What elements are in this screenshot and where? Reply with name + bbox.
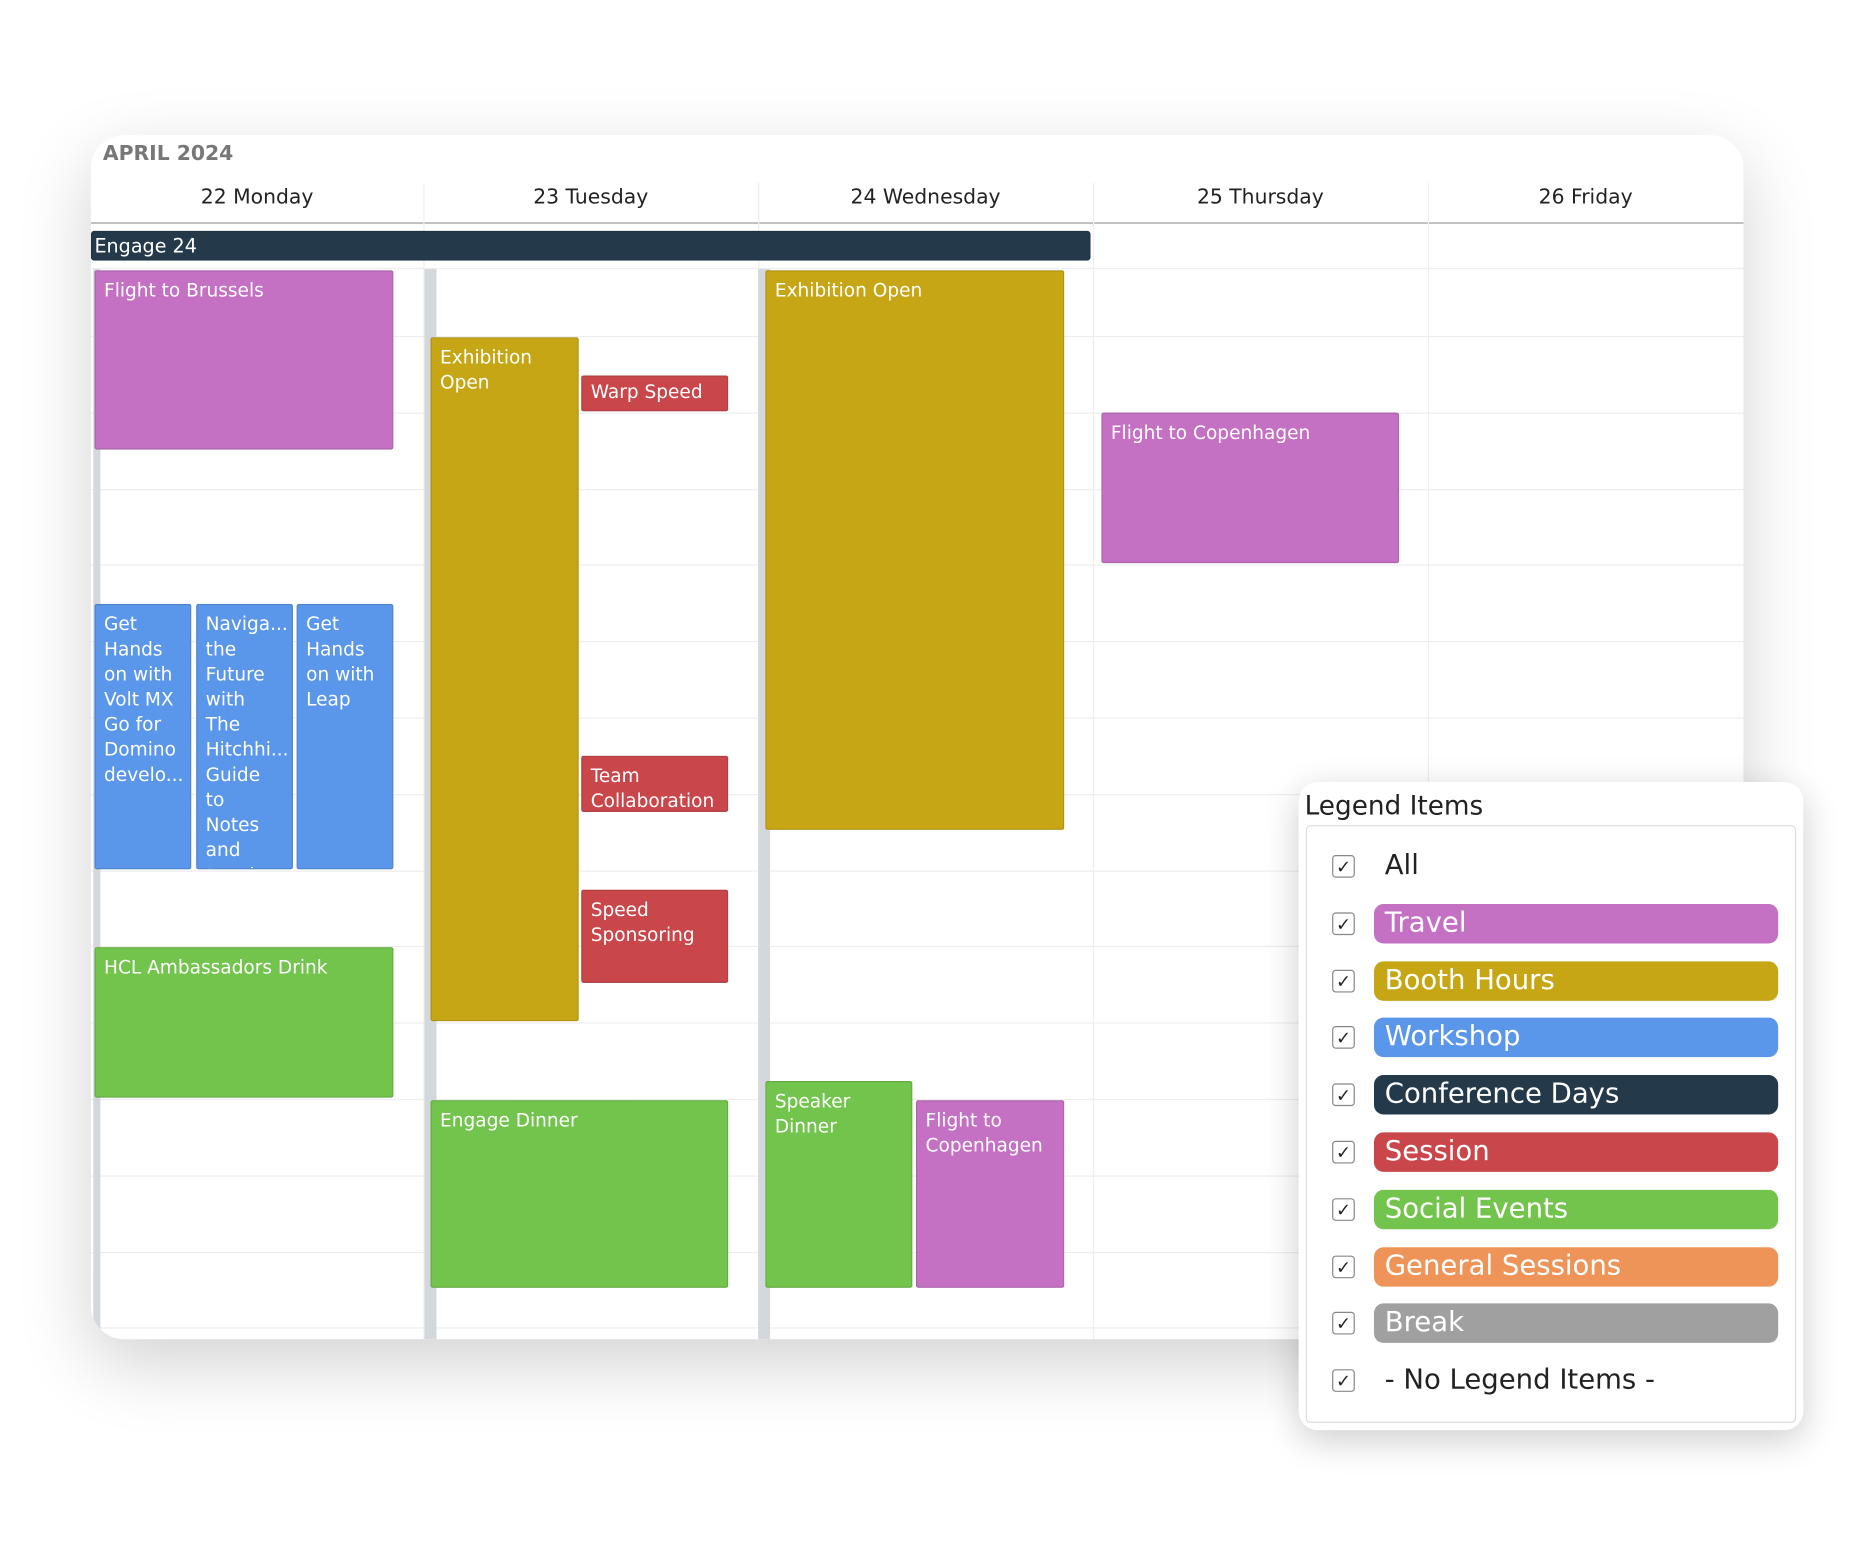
event[interactable]: Speaker Dinner: [765, 1081, 913, 1288]
checkbox[interactable]: ✓: [1332, 1255, 1355, 1278]
legend-item[interactable]: Conference Days: [1373, 1075, 1779, 1115]
legend-item[interactable]: All: [1384, 850, 1419, 882]
legend-item[interactable]: - No Legend Items -: [1384, 1364, 1655, 1396]
event[interactable]: Team Collaboration: [581, 755, 729, 812]
event[interactable]: Exhibition Open: [430, 337, 579, 1022]
checkbox[interactable]: ✓: [1332, 854, 1355, 878]
column-line: [1427, 182, 1429, 1340]
month-title: APRIL 2024: [102, 142, 234, 167]
checkbox[interactable]: ✓: [1332, 1140, 1355, 1164]
column-line: [1092, 182, 1095, 1340]
legend-item[interactable]: Workshop: [1373, 1018, 1779, 1058]
checkbox[interactable]: ✓: [1332, 1026, 1355, 1050]
checkbox[interactable]: ✓: [1332, 1312, 1355, 1335]
event[interactable]: Get Hands on with Leap: [296, 603, 394, 870]
legend-item[interactable]: Travel: [1373, 903, 1779, 944]
legend-item[interactable]: Session: [1373, 1132, 1779, 1172]
checkbox[interactable]: ✓: [1332, 969, 1355, 993]
column-line: [423, 182, 425, 1340]
grid-line: [90, 946, 1744, 948]
event[interactable]: Flight to Copenhagen: [915, 1100, 1065, 1288]
day-header: 26 Friday: [1538, 185, 1633, 210]
legend-item[interactable]: Break: [1373, 1303, 1779, 1344]
header-line: [90, 222, 1744, 224]
checkbox[interactable]: ✓: [1332, 1197, 1355, 1221]
calendar: APRIL 2024 22 Monday 23 Tuesday 24 Wednesd…: [90, 135, 1744, 1340]
day-strip: [758, 269, 771, 1340]
all-day-event[interactable]: Engage 24: [90, 230, 1091, 261]
grid-line: [90, 870, 1744, 872]
checkbox[interactable]: ✓: [1332, 1083, 1355, 1107]
grid-line: [90, 1327, 1744, 1330]
event[interactable]: Naviga... the Future with The Hitchhi...…: [196, 603, 293, 870]
legend-item[interactable]: General Sessions: [1373, 1246, 1779, 1287]
legend-panel: Legend Items ✓ All ✓ Travel ✓ Booth Hours ✓ Wor…: [1298, 782, 1804, 1431]
day-header: 25 Thursday: [1196, 185, 1324, 210]
legend-list: ✓ All ✓ Travel ✓ Booth Hours ✓ Workshop ✓ Confere…: [1305, 825, 1797, 1424]
legend-title: Legend Items: [1304, 791, 1484, 822]
checkbox[interactable]: ✓: [1332, 1369, 1355, 1393]
all-day-line: [90, 267, 1744, 270]
event[interactable]: Warp Speed: [581, 375, 729, 412]
day-header: 24 Wednesday: [850, 185, 1001, 210]
legend-item[interactable]: Social Events: [1373, 1189, 1779, 1230]
event[interactable]: Get Hands on with Volt MX Go for Domino …: [94, 603, 192, 870]
grid-line: [90, 1022, 1744, 1024]
event[interactable]: Engage Dinner: [430, 1100, 729, 1288]
legend-item[interactable]: Booth Hours: [1373, 960, 1779, 1001]
event[interactable]: Exhibition Open: [765, 270, 1065, 830]
event[interactable]: Speed Sponsoring: [581, 889, 729, 983]
checkbox[interactable]: ✓: [1332, 912, 1355, 935]
day-header: 23 Tuesday: [533, 185, 649, 210]
event[interactable]: HCL Ambassadors Drink: [94, 947, 394, 1098]
grid-line: [90, 1098, 1744, 1101]
event[interactable]: Flight to Copenhagen: [1101, 412, 1400, 564]
event[interactable]: Flight to Brussels: [94, 270, 394, 450]
day-header: 22 Monday: [200, 185, 314, 210]
